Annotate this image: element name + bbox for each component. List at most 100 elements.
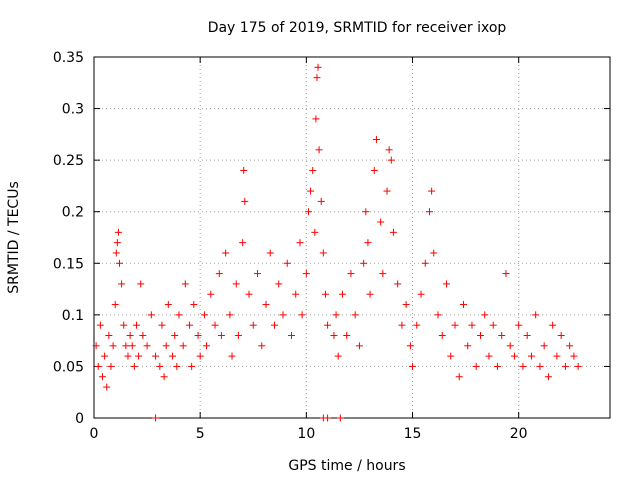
y-axis-ticks: 0 0.05 0.1 0.15 0.2 0.25 0.3 0.35 <box>53 50 610 427</box>
data-point <box>409 362 417 370</box>
data-point <box>96 321 104 329</box>
data-point <box>398 321 406 329</box>
data-point <box>315 146 323 154</box>
data-point <box>519 362 527 370</box>
data-point <box>120 321 128 329</box>
data-point <box>215 270 223 278</box>
data-point <box>169 352 177 360</box>
data-point <box>317 197 325 205</box>
data-point <box>385 146 393 154</box>
data-point <box>245 290 253 298</box>
data-point <box>222 249 230 257</box>
data-point <box>171 331 179 339</box>
data-point <box>279 311 287 319</box>
data-point <box>434 311 442 319</box>
data-point <box>355 342 363 350</box>
data-point <box>485 352 493 360</box>
data-point <box>122 342 130 350</box>
data-point <box>107 362 115 370</box>
data-point <box>135 352 143 360</box>
data-point <box>118 280 126 288</box>
data-point <box>338 290 346 298</box>
data-point <box>139 331 147 339</box>
data-point <box>351 311 359 319</box>
plot-frame <box>93 56 611 419</box>
x-axis-label: GPS time / hours <box>288 458 405 474</box>
data-point <box>173 362 181 370</box>
x-tick-label: 15 <box>404 426 422 442</box>
data-point <box>476 331 484 339</box>
data-point <box>147 311 155 319</box>
data-point <box>370 166 378 174</box>
data-point <box>152 414 160 422</box>
data-point <box>493 362 501 370</box>
data-point <box>527 352 535 360</box>
data-point <box>489 321 497 329</box>
data-point <box>455 373 463 381</box>
data-point <box>506 342 514 350</box>
data-point <box>188 362 196 370</box>
data-point <box>536 362 544 370</box>
data-point <box>532 311 540 319</box>
data-point <box>451 321 459 329</box>
data-point <box>98 373 106 381</box>
data-point <box>544 373 552 381</box>
data-point <box>111 301 119 309</box>
data-point <box>570 352 578 360</box>
data-point <box>311 228 319 236</box>
data-point <box>175 311 183 319</box>
data-point <box>468 321 476 329</box>
data-point <box>103 383 111 391</box>
data-point <box>574 362 582 370</box>
data-point <box>101 352 109 360</box>
data-point <box>334 352 342 360</box>
data-point <box>321 290 329 298</box>
y-tick-label: 0.2 <box>62 205 84 221</box>
data-point <box>406 342 414 350</box>
data-point <box>447 352 455 360</box>
data-point <box>472 362 480 370</box>
data-point <box>152 352 160 360</box>
data-point <box>387 156 395 164</box>
data-point <box>179 342 187 350</box>
data-point <box>324 321 332 329</box>
data-point <box>430 249 438 257</box>
data-point <box>94 362 102 370</box>
data-point <box>347 270 355 278</box>
data-point <box>304 208 312 216</box>
data-point <box>292 290 300 298</box>
chart-title: Day 175 of 2019, SRMTID for receiver ixo… <box>208 20 507 36</box>
data-point <box>262 301 270 309</box>
data-point <box>114 228 122 236</box>
data-point <box>275 280 283 288</box>
data-point <box>194 331 202 339</box>
data-point <box>464 342 472 350</box>
y-tick-label: 0.35 <box>53 50 84 66</box>
data-point <box>105 331 113 339</box>
data-point <box>314 63 322 71</box>
data-point <box>336 414 344 422</box>
data-point <box>287 331 295 339</box>
data-point <box>266 249 274 257</box>
data-point <box>162 342 170 350</box>
data-point <box>113 239 121 247</box>
data-point <box>283 259 291 267</box>
y-axis-label: SRMTID / TECUs <box>6 181 22 294</box>
x-tick-label: 0 <box>90 426 99 442</box>
x-tick-label: 10 <box>297 426 315 442</box>
data-point <box>128 342 136 350</box>
data-point <box>417 290 425 298</box>
data-point <box>319 249 327 257</box>
data-point <box>196 352 204 360</box>
data-point <box>130 362 138 370</box>
data-point <box>254 270 262 278</box>
data-point <box>459 301 467 309</box>
data-point <box>190 301 198 309</box>
data-point <box>203 342 211 350</box>
x-axis-ticks: 0 5 10 15 20 <box>90 57 528 442</box>
data-point <box>426 208 434 216</box>
data-markers <box>92 63 582 422</box>
data-point <box>200 311 208 319</box>
data-point <box>324 414 332 422</box>
